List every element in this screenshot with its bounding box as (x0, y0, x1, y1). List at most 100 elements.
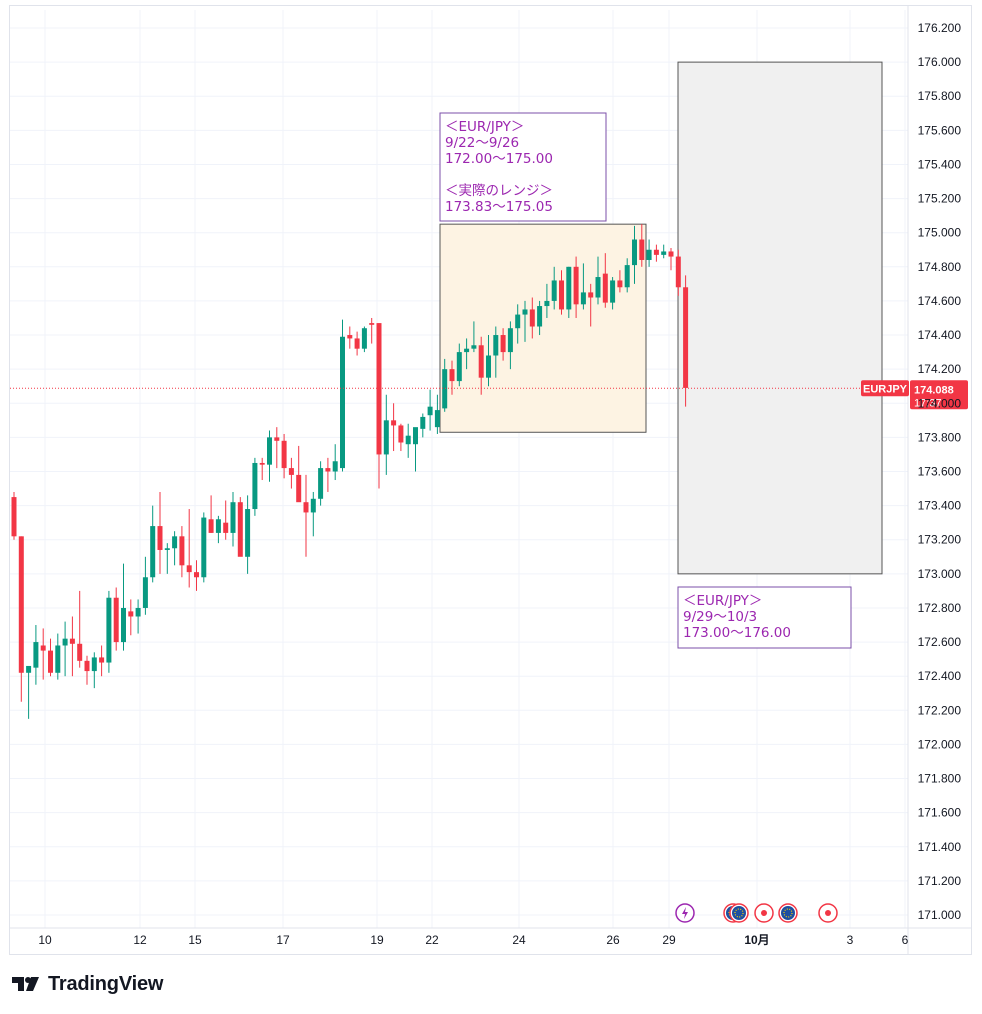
candle-body (40, 645, 46, 651)
candle-body (683, 287, 689, 388)
flash-icon-bolt (682, 907, 688, 919)
candle-body (237, 502, 243, 557)
candle-body (55, 645, 61, 673)
candle-body (624, 265, 630, 288)
flash-icon[interactable] (675, 903, 695, 923)
time-axis[interactable]: 10 12 15 17 19 22 24 26 29 10月 3 6 (38, 933, 908, 947)
candle-body (668, 251, 674, 257)
price-tick-label: 172.200 (918, 703, 962, 717)
week1-range-label-line: ＜EUR/JPY＞ (445, 119, 524, 135)
time-tick-label: 19 (370, 933, 384, 947)
price-tick-label: 176.000 (918, 55, 962, 69)
candle-body (573, 266, 579, 305)
candle-body (99, 657, 105, 663)
week1-range-label-box (439, 112, 607, 222)
candle-body (551, 280, 557, 301)
candle-body (69, 638, 75, 644)
candle-body (62, 638, 68, 646)
eu-flag-icon[interactable] (729, 903, 749, 923)
time-tick-label: 17 (276, 933, 290, 947)
candle-body (420, 416, 426, 429)
price-tick-label: 172.600 (918, 635, 962, 649)
event-dot-icon-center (761, 910, 767, 916)
candle-body (259, 462, 265, 465)
week2-forecast-label-line: ＜EUR/JPY＞ (683, 593, 762, 609)
candle-body (449, 369, 455, 382)
price-tick-label: 173.600 (918, 465, 962, 479)
candle-body (653, 249, 659, 255)
time-tick-label: 22 (425, 933, 439, 947)
candle-body (135, 607, 141, 617)
candle-body (500, 335, 506, 353)
candle-body (215, 519, 221, 533)
candle-body (588, 292, 594, 298)
candle-body (602, 273, 608, 303)
candle-body (566, 266, 572, 310)
eu-flag-icon[interactable] (778, 903, 798, 923)
eu-flag-icon-fill (732, 906, 746, 920)
event-dot-icon[interactable] (754, 903, 774, 923)
price-tick-label: 173.400 (918, 499, 962, 513)
candle-body (471, 345, 477, 349)
tradingview-logo-icon (12, 977, 39, 991)
candle-body (632, 239, 637, 266)
candle-body (332, 461, 338, 472)
symbol-badge (861, 380, 909, 397)
week1-range-label-line: 172.00〜175.00 (445, 151, 553, 167)
event-dot-icon-center (825, 910, 831, 916)
price-tick-label: 172.400 (918, 669, 962, 683)
event-markers[interactable] (675, 903, 838, 923)
candle-body (281, 440, 287, 469)
time-tick-label: 6 (902, 933, 909, 947)
symbol-badge-text: EURJPY (863, 383, 908, 395)
week1-range-label-line: 173.83〜175.05 (445, 199, 553, 215)
candle-body (383, 420, 389, 455)
candle-body (201, 517, 207, 578)
candle-body (223, 522, 229, 533)
candle-body (252, 462, 258, 510)
candle-body (48, 650, 53, 673)
candle-body (18, 536, 24, 673)
candle-body (106, 597, 112, 663)
candle-body (310, 498, 316, 513)
candle-body (486, 355, 491, 378)
price-tick-label: 174.200 (918, 362, 962, 376)
candle-body (194, 572, 199, 578)
price-tick-label: 175.400 (918, 157, 962, 171)
candle-body (179, 536, 185, 566)
price-tick-label: 172.000 (918, 737, 962, 751)
candle-body (340, 336, 345, 469)
event-dot-icon[interactable] (818, 903, 838, 923)
overlays: EURJPY 174.08817:37＜EUR/JPY＞9/22〜9/26172.… (10, 112, 968, 649)
candle-body (427, 406, 433, 416)
time-tick-label: 24 (512, 933, 526, 947)
price-tick-label: 173.800 (918, 430, 962, 444)
price-tick-label: 175.800 (918, 89, 962, 103)
price-axis[interactable]: 176.200 176.000 175.800 175.600 175.400 175.2… (918, 21, 962, 922)
price-tick-label: 171.400 (918, 840, 962, 854)
candle-body (617, 280, 623, 288)
candle-body (157, 526, 163, 550)
candle-body (464, 348, 470, 353)
time-tick-label: 12 (133, 933, 147, 947)
candle-body (245, 509, 251, 557)
candle-body (478, 345, 484, 378)
candle-body (610, 280, 616, 303)
price-tick-label: 176.200 (918, 21, 962, 35)
candle-body (318, 468, 324, 499)
eu-flag-icon-stars (734, 908, 744, 918)
last-price-text: 174.088 (914, 384, 954, 396)
candles (11, 224, 689, 719)
countdown-text: 17:37 (914, 397, 942, 409)
candle-body (434, 410, 440, 428)
candlestick-chart[interactable]: EURJPY 174.08817:37＜EUR/JPY＞9/22〜9/26172.… (0, 0, 982, 960)
logo-text: TradingView (48, 972, 164, 995)
time-tick-label: 26 (606, 933, 620, 947)
candle-body (456, 352, 462, 382)
price-tick-label: 172.800 (918, 601, 962, 615)
price-tick-label: 174.800 (918, 260, 962, 274)
price-tick-label: 174.400 (918, 328, 962, 342)
eu-flag-icon-fill (781, 906, 795, 920)
candle-body (507, 328, 513, 353)
candle-body (172, 536, 178, 549)
